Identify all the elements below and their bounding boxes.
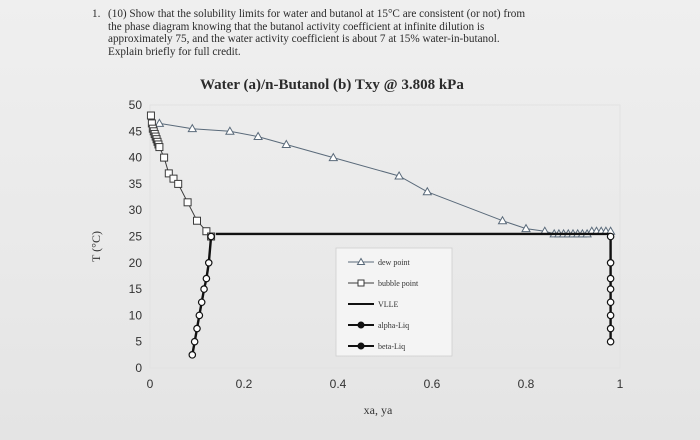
- data-point: [606, 324, 615, 333]
- data-point: [202, 274, 211, 283]
- data-point: [328, 152, 339, 162]
- legend-item: beta-Liq: [348, 342, 405, 351]
- series-bubble-point: [146, 111, 216, 241]
- series-alpha-liq: [188, 232, 215, 359]
- legend: dew point bubble point VLLE alpha-Liq beta-L…: [335, 247, 453, 357]
- data-point: [281, 139, 292, 148]
- data-point: [394, 171, 404, 180]
- legend-item: alpha-Liq: [348, 321, 409, 330]
- y-tick-label: 10: [129, 308, 143, 322]
- data-point: [606, 258, 615, 267]
- data-point: [606, 274, 615, 283]
- legend-marker: [357, 321, 365, 329]
- data-point: [154, 118, 165, 127]
- legend-item: dew point: [348, 257, 411, 267]
- data-point: [202, 227, 211, 236]
- legend-label: VLLE: [378, 300, 399, 309]
- data-point: [207, 232, 215, 241]
- series-line: [191, 236, 213, 356]
- question-line: the phase diagram knowing that the butan…: [108, 20, 485, 33]
- question-text: 1. (10) Show that the solubility limits …: [92, 8, 612, 58]
- x-tick-label: 0.6: [424, 377, 441, 391]
- legend-item: VLLE: [348, 300, 399, 309]
- data-point: [155, 143, 164, 152]
- data-point: [422, 186, 433, 196]
- data-point: [606, 232, 615, 241]
- y-tick-label: 45: [129, 124, 143, 138]
- legend-item: bubble point: [348, 279, 419, 288]
- question-line: Explain briefly for full credit.: [108, 45, 241, 58]
- data-point: [183, 198, 192, 207]
- series-line: [150, 115, 212, 237]
- legend-marker: [356, 257, 366, 265]
- data-point: [188, 351, 197, 359]
- data-point: [200, 285, 208, 293]
- data-point: [169, 174, 178, 183]
- data-point: [195, 311, 204, 320]
- data-point: [146, 111, 155, 120]
- y-tick-label: 50: [129, 98, 143, 112]
- data-point: [521, 223, 531, 233]
- question-line: (10) Show that the solubility limits for…: [108, 8, 526, 20]
- data-point: [225, 126, 235, 135]
- x-tick-label: 1: [617, 377, 624, 391]
- x-tick-label: 0.2: [236, 377, 253, 391]
- data-point: [193, 216, 201, 225]
- data-point: [190, 337, 199, 346]
- chart-title: Water (a)/n-Butanol (b) Txy @ 3.808 kPa: [200, 77, 464, 93]
- data-point: [606, 285, 615, 293]
- x-tick-label: 0.4: [330, 377, 347, 391]
- series-beta-liq: [606, 232, 615, 346]
- x-axis-label: xa, ya: [364, 403, 393, 417]
- data-point: [160, 153, 169, 162]
- data-point: [193, 324, 201, 333]
- data-point: [204, 258, 213, 267]
- series-dew-point: [154, 118, 616, 238]
- data-point: [253, 131, 263, 141]
- y-tick-label: 35: [129, 177, 143, 191]
- y-axis-label: T (°C): [89, 231, 103, 262]
- series-line: [159, 122, 611, 235]
- legend-box: [335, 247, 453, 357]
- x-tick-label: 0.8: [518, 377, 535, 391]
- question-number: 1.: [92, 8, 101, 20]
- data-point: [164, 169, 173, 178]
- x-tick-label: 0: [147, 377, 154, 391]
- y-tick-label: 5: [135, 335, 142, 349]
- legend-label: beta-Liq: [378, 342, 405, 351]
- legend-marker: [357, 279, 365, 287]
- y-tick-label: 0: [135, 361, 142, 375]
- legend-label: dew point: [378, 258, 411, 267]
- data-point: [174, 179, 183, 188]
- data-point: [497, 215, 508, 225]
- data-point: [197, 298, 206, 307]
- y-tick-label: 15: [129, 282, 143, 296]
- data-point: [187, 123, 198, 133]
- question-line: approximately 75, and the water activity…: [108, 33, 500, 46]
- data-point: [606, 337, 615, 346]
- legend-marker: [357, 342, 365, 350]
- y-tick-label: 25: [129, 230, 143, 244]
- y-tick-label: 30: [129, 203, 143, 217]
- plot-area: [149, 104, 621, 369]
- y-tick-label: 20: [129, 256, 143, 270]
- legend-label: alpha-Liq: [378, 321, 409, 330]
- y-tick-label: 40: [129, 151, 143, 165]
- data-point: [606, 298, 615, 307]
- data-point: [606, 311, 615, 320]
- legend-label: bubble point: [378, 279, 419, 288]
